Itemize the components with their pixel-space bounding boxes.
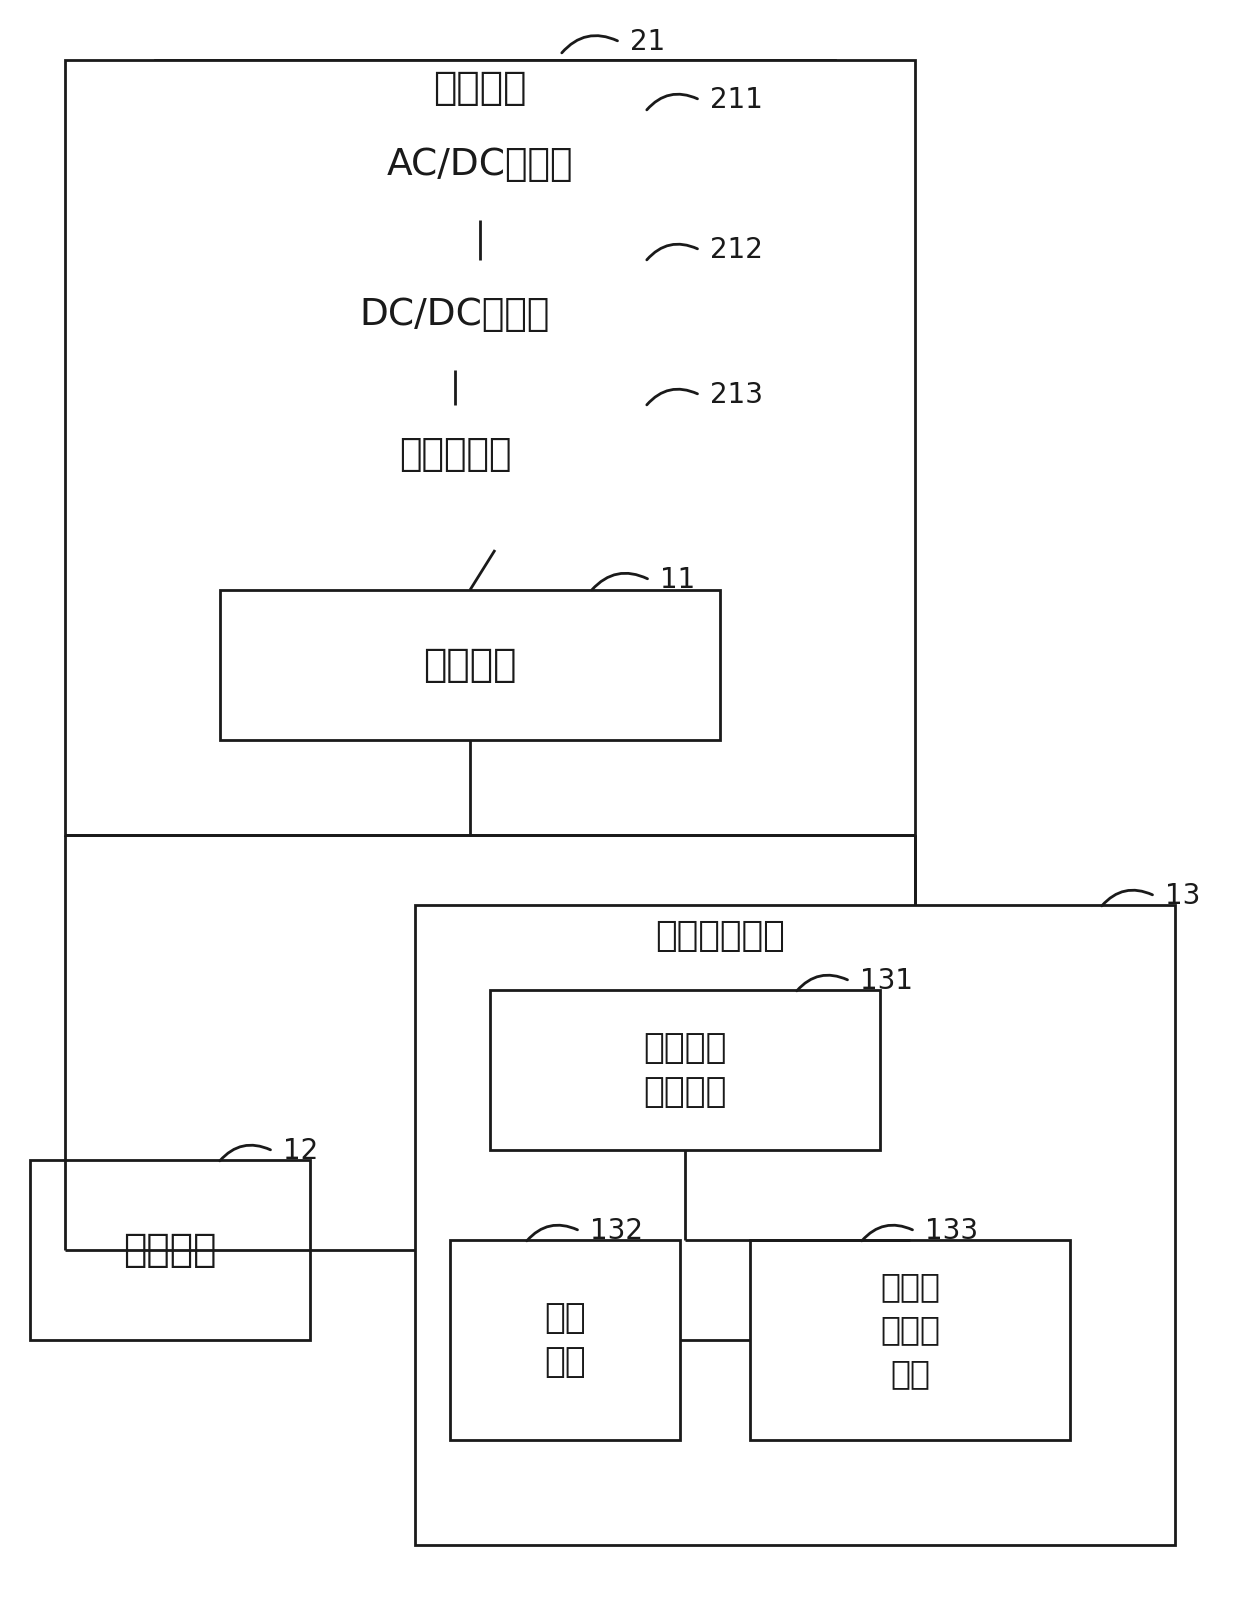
Bar (450, 1240, 680, 1439)
Bar (205, 110, 755, 220)
Text: 132: 132 (590, 1217, 644, 1245)
Text: 存储
单元: 存储 单元 (544, 1300, 585, 1379)
Text: 213: 213 (711, 380, 763, 410)
Text: DC/DC转换器: DC/DC转换器 (360, 296, 551, 334)
Text: 电源模块: 电源模块 (433, 70, 527, 107)
Text: 线性稳压器: 线性稳压器 (399, 437, 511, 473)
Bar (155, 405, 755, 505)
Text: 212: 212 (711, 236, 763, 264)
Text: 13: 13 (1166, 882, 1200, 910)
Bar (155, 261, 755, 371)
Text: 控制模块: 控制模块 (423, 646, 517, 683)
Bar (155, 60, 835, 550)
Bar (30, 1159, 310, 1341)
Text: 12: 12 (283, 1137, 319, 1166)
Bar (64, 60, 915, 835)
Text: 211: 211 (711, 86, 763, 113)
Text: 21: 21 (630, 28, 665, 57)
Bar (219, 589, 720, 740)
Text: 131: 131 (861, 967, 913, 996)
Bar (490, 989, 880, 1149)
Bar (750, 1240, 1070, 1439)
Text: 信号处理模块: 信号处理模块 (655, 920, 785, 954)
Text: 光学模块: 光学模块 (123, 1230, 217, 1269)
Text: 光斑位置
处理单元: 光斑位置 处理单元 (644, 1031, 727, 1109)
Text: 路面影
像形成
单元: 路面影 像形成 单元 (880, 1269, 940, 1389)
Bar (415, 905, 1176, 1545)
Text: 11: 11 (660, 567, 696, 594)
Text: 133: 133 (925, 1217, 978, 1245)
Text: AC/DC转换器: AC/DC转换器 (387, 147, 573, 183)
